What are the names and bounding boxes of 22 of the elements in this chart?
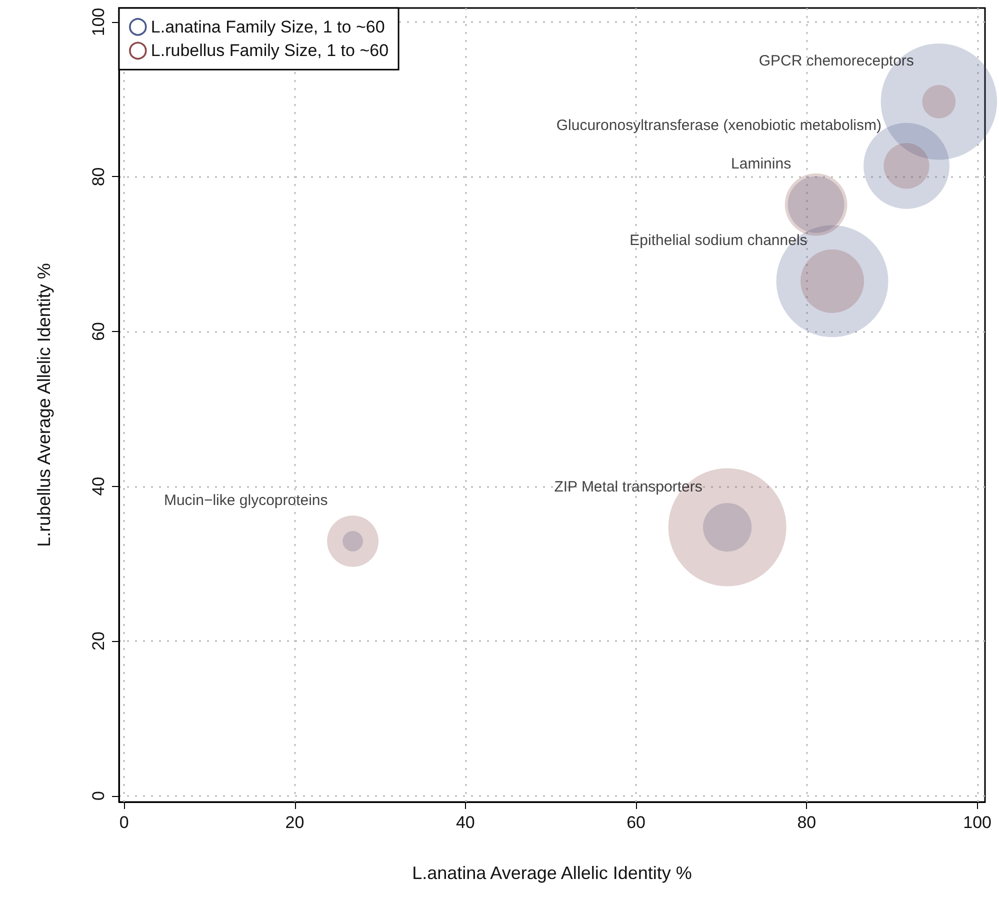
x-tick-label: 60 [626,813,646,832]
y-tick-label: 0 [89,791,108,801]
y-tick-label: 20 [89,632,108,650]
legend-label: L.rubellus Family Size, 1 to ~60 [150,41,389,60]
legend-label: L.anatina Family Size, 1 to ~60 [150,17,385,36]
y-tick-label: 60 [89,322,108,341]
annotation: Laminins [731,156,792,173]
x-tick-label: 40 [456,813,475,832]
annotation: Mucin−like glycoproteins [164,492,328,510]
x-tick-label: 80 [797,813,816,832]
annotation: ZIP Metal transporters [554,478,702,496]
y-tick-label: 40 [89,476,108,496]
annotation: Epithelial sodium channels [630,232,808,250]
y-tick-label: 80 [89,167,108,186]
y-tick-label: 100 [89,8,108,36]
x-axis-title: L.anatina Average Allelic Identity % [412,863,692,883]
y-axis-title: L.rubellus Average Allelic Identity % [34,263,54,547]
x-tick-label: 20 [285,813,304,832]
annotation: Glucuronosyltransferase (xenobiotic metabolism) [556,116,882,134]
x-tick-label: 100 [963,813,992,832]
x-tick-label: 0 [119,813,129,832]
annotation: GPCR chemoreceptors [758,52,914,70]
